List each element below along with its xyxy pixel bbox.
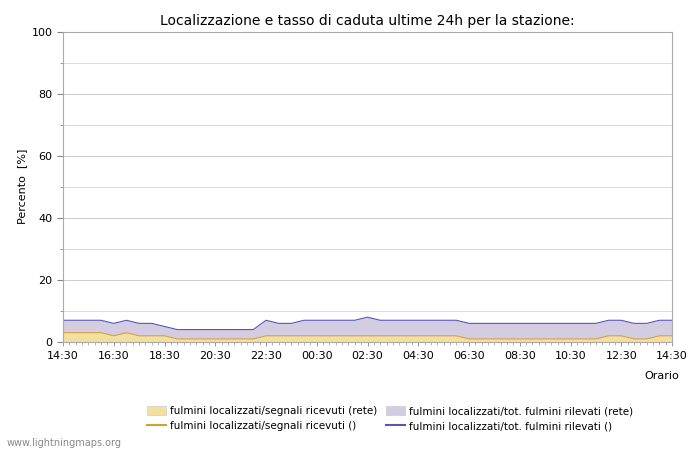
Y-axis label: Percento  [%]: Percento [%] — [18, 149, 27, 225]
Text: Orario: Orario — [644, 371, 679, 381]
Legend: fulmini localizzati/segnali ricevuti (rete), fulmini localizzati/segnali ricevut: fulmini localizzati/segnali ricevuti (re… — [148, 406, 633, 432]
Title: Localizzazione e tasso di caduta ultime 24h per la stazione:: Localizzazione e tasso di caduta ultime … — [160, 14, 575, 27]
Text: www.lightningmaps.org: www.lightningmaps.org — [7, 438, 122, 448]
